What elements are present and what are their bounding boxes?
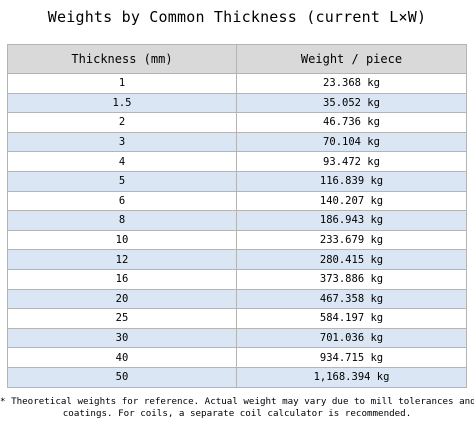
weight-cell: 233.679 kg [236,229,467,251]
thickness-cell: 6 [7,190,237,212]
thickness-cell: 1 [7,73,237,94]
table-row: 30 701.036 kg [7,327,467,349]
weight-cell: 23.368 kg [236,73,467,94]
weight-cell: 1,168.394 kg [236,366,467,388]
thickness-cell: 4 [7,151,237,172]
table-row: 1 23.368 kg [7,73,467,94]
thickness-cell: 20 [7,288,237,310]
table-row: 1.5 35.052 kg [7,92,467,114]
table-row: 20 467.358 kg [7,288,467,310]
footnote-line-2: coatings. For coils, a separate coil cal… [62,408,412,419]
weight-cell: 116.839 kg [236,170,467,192]
table-header-row: Thickness (mm) Weight / piece [7,44,467,74]
footnote: * Theoretical weights for reference. Act… [0,396,474,420]
weight-cell: 46.736 kg [236,112,467,133]
weights-table: Thickness (mm) Weight / piece 1 23.368 k… [7,44,467,388]
table-row: 40 934.715 kg [7,347,467,368]
weight-cell: 93.472 kg [236,151,467,172]
footnote-line-1: * Theoretical weights for reference. Act… [0,396,474,407]
thickness-cell: 25 [7,308,237,329]
weight-cell: 373.886 kg [236,268,467,290]
weight-cell: 70.104 kg [236,131,467,153]
column-header-weight: Weight / piece [236,44,467,74]
thickness-cell: 3 [7,131,237,153]
weight-cell: 35.052 kg [236,92,467,114]
thickness-cell: 5 [7,170,237,192]
table-row: 12 280.415 kg [7,249,467,270]
table-row: 16 373.886 kg [7,268,467,290]
thickness-cell: 2 [7,112,237,133]
thickness-cell: 16 [7,268,237,290]
weight-cell: 934.715 kg [236,347,467,368]
weight-cell: 584.197 kg [236,308,467,329]
table-row: 50 1,168.394 kg [7,366,467,388]
table-row: 2 46.736 kg [7,112,467,133]
table-row: 6 140.207 kg [7,190,467,212]
table-row: 3 70.104 kg [7,131,467,153]
table-row: 4 93.472 kg [7,151,467,172]
table-row: 10 233.679 kg [7,229,467,251]
weight-cell: 280.415 kg [236,249,467,270]
thickness-cell: 30 [7,327,237,349]
page-title: Weights by Common Thickness (current L×W… [47,8,427,26]
weight-cell: 701.036 kg [236,327,467,349]
column-header-thickness: Thickness (mm) [7,44,237,74]
thickness-cell: 1.5 [7,92,237,114]
thickness-cell: 40 [7,347,237,368]
weight-cell: 186.943 kg [236,210,467,231]
table-row: 8 186.943 kg [7,210,467,231]
thickness-cell: 8 [7,210,237,231]
thickness-cell: 12 [7,249,237,270]
thickness-cell: 50 [7,366,237,388]
table-row: 25 584.197 kg [7,308,467,329]
table-row: 5 116.839 kg [7,170,467,192]
weight-cell: 140.207 kg [236,190,467,212]
weight-cell: 467.358 kg [236,288,467,310]
thickness-cell: 10 [7,229,237,251]
